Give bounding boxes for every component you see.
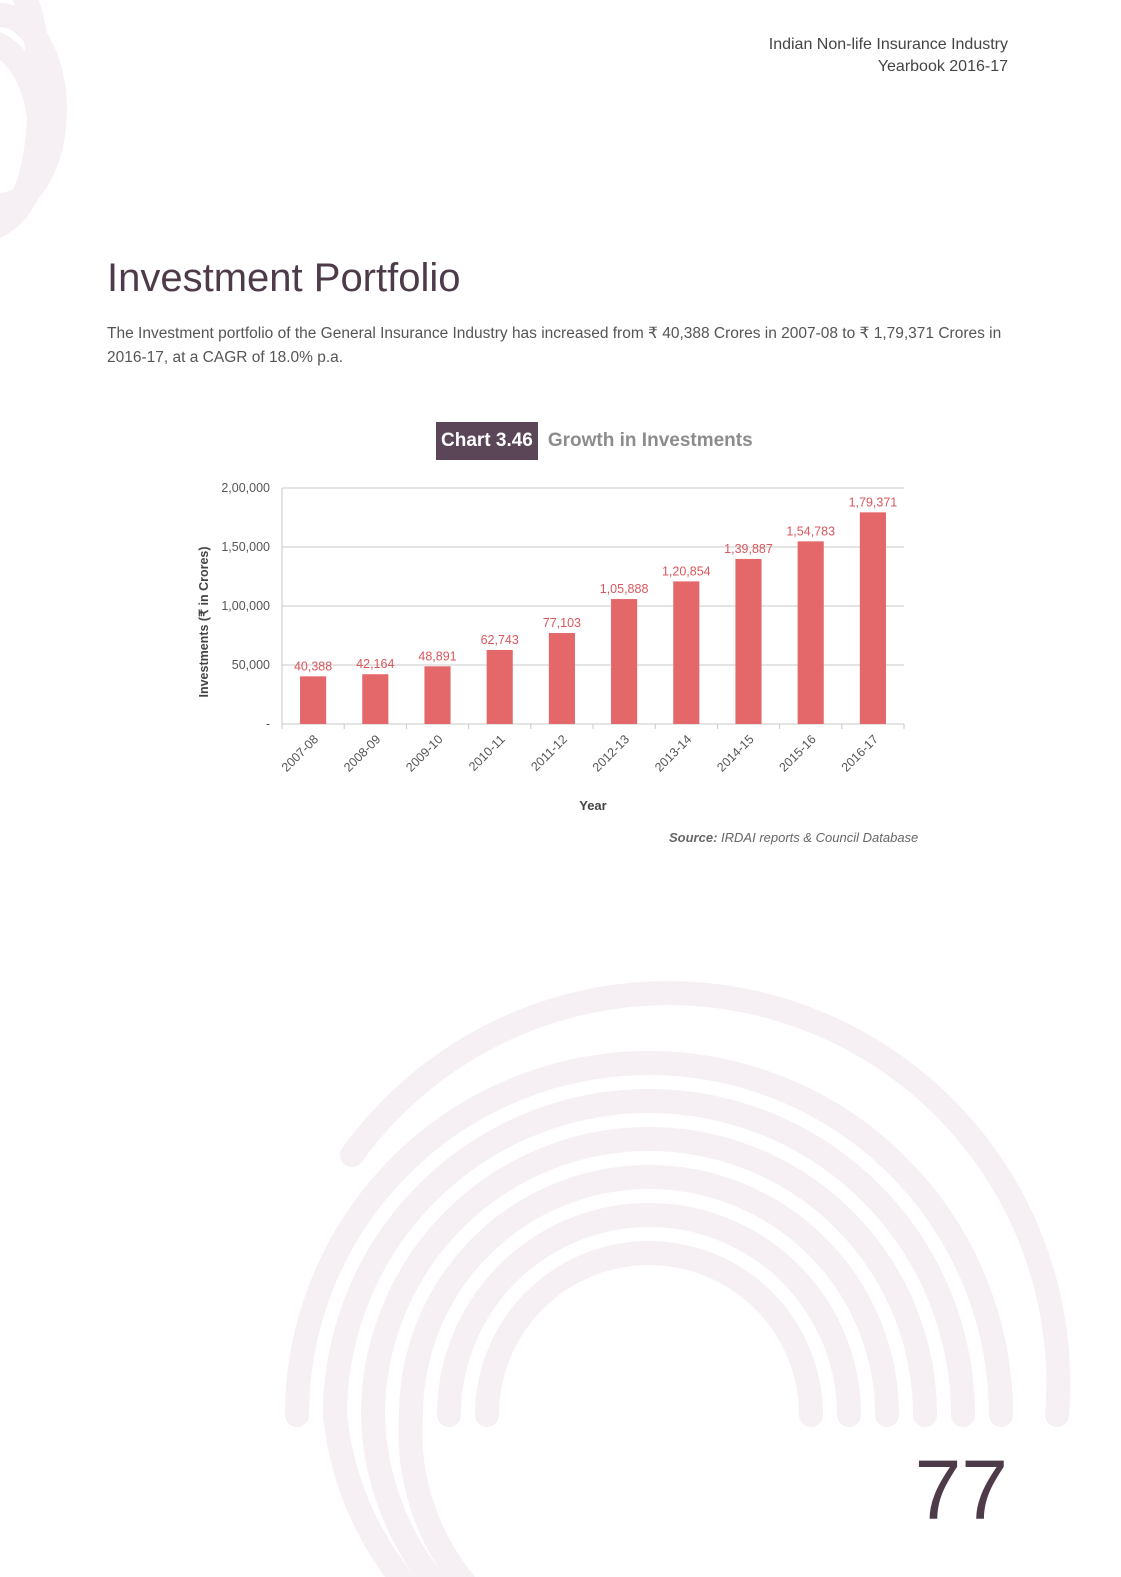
bar	[362, 674, 389, 724]
chart-number-badge: Chart 3.46	[436, 422, 538, 460]
intro-paragraph: The Investment portfolio of the General …	[107, 325, 1002, 366]
x-tick-label: 2007-08	[279, 732, 321, 774]
data-label: 1,05,888	[600, 582, 649, 596]
data-label: 1,39,887	[724, 542, 773, 556]
x-tick-label: 2009-10	[403, 732, 445, 774]
bar	[797, 541, 824, 724]
x-tick-label: 2015-16	[776, 732, 818, 774]
bar	[673, 581, 700, 724]
chart-heading: Chart 3.46 Growth in Investments	[436, 422, 753, 460]
x-tick-label: 2011-12	[528, 732, 570, 774]
y-tick-label: 50,000	[232, 658, 270, 672]
page-number: 77	[914, 1443, 1008, 1537]
data-label: 1,79,371	[849, 495, 898, 509]
y-tick-label: -	[266, 717, 270, 731]
x-tick-label: 2013-14	[652, 732, 694, 774]
x-tick-label: 2008-09	[341, 732, 383, 774]
bar	[859, 512, 886, 724]
y-tick-label: 2,00,000	[221, 481, 270, 495]
x-tick-label: 2010-11	[466, 732, 508, 774]
chart-title: Growth in Investments	[547, 430, 753, 451]
y-tick-label: 1,00,000	[221, 599, 270, 613]
y-tick-label: 1,50,000	[221, 540, 270, 554]
y-axis-title: Investments (₹ in Crores)	[197, 546, 211, 697]
bar	[486, 649, 513, 724]
header-publication: Indian Non-life Insurance Industry	[768, 36, 1008, 53]
investment-bar-chart: - 50,000 1,00,000 1,50,000 2,00,000 40,388 200…	[197, 481, 905, 813]
bar	[611, 599, 638, 724]
bar	[424, 666, 451, 724]
data-label: 42,164	[356, 657, 394, 671]
x-tick-label: 2014-15	[714, 732, 756, 774]
header-edition: Yearbook 2016-17	[877, 58, 1008, 75]
bar	[548, 633, 575, 724]
source-note: Source: IRDAI reports & Council Database	[669, 830, 918, 845]
document-header: Indian Non-life Insurance Industry Yearb…	[769, 34, 1008, 78]
data-label: 77,103	[543, 616, 581, 630]
data-label: 1,20,854	[662, 564, 711, 578]
bar	[735, 558, 762, 724]
source-label: Source:	[669, 830, 718, 845]
page-title: Investment Portfolio	[107, 256, 461, 300]
x-axis-title: Year	[579, 798, 606, 813]
data-label: 62,743	[481, 633, 519, 647]
data-label: 48,891	[418, 649, 456, 663]
x-tick-label: 2012-13	[590, 732, 632, 774]
data-label: 1,54,783	[786, 524, 835, 538]
data-label: 40,388	[294, 659, 332, 673]
source-text: IRDAI reports & Council Database	[721, 830, 919, 845]
bar	[300, 676, 327, 724]
x-tick-label: 2016-17	[839, 732, 881, 774]
